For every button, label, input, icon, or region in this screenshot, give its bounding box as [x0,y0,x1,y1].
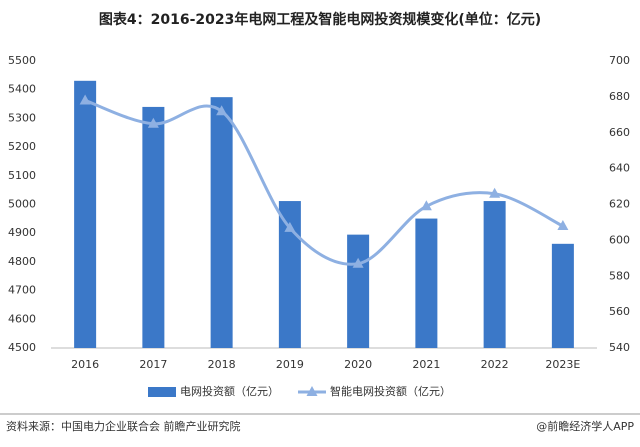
line [84,99,564,266]
y-tick-label: 4600 [8,312,36,325]
marker [147,117,159,128]
y2-tick-label: 540 [609,341,630,354]
bar [74,80,97,348]
y-tick-label: 5500 [8,54,36,67]
source: 资料来源：中国电力企业联合会 前瞻产业研究院 [6,419,241,433]
marker [557,220,569,231]
legend-marker [306,386,318,396]
y-tick-label: 5400 [8,83,36,96]
chart-title: 图表4：2016-2023年电网工程及智能电网投资规模变化(单位：亿元) [99,11,541,28]
marker [284,221,296,232]
marker [489,187,501,198]
y-tick-label: 4700 [8,284,36,297]
y2-tick-label: 640 [609,162,630,175]
bar [415,218,438,348]
x-tick-label: 2017 [139,358,167,371]
y-tick-label: 5300 [8,111,36,124]
marker [79,94,91,105]
y2-tick-label: 580 [609,269,630,282]
y-tick-label: 5000 [8,198,36,211]
y2-tick-label: 700 [609,54,630,67]
x-tick-label: 2020 [344,358,372,371]
bar [142,106,165,348]
y-tick-label: 4500 [8,341,36,354]
marker [352,257,364,268]
legend-label: 电网投资额（亿元） [180,384,279,398]
y-tick-label: 5200 [8,140,36,153]
y-tick-label: 5100 [8,169,36,182]
bar [210,97,233,348]
credit: @前瞻经济学人APP [536,419,634,433]
x-tick-label: 2023E [545,358,580,371]
y-tick-label: 4900 [8,226,36,239]
y2-tick-label: 660 [609,126,630,139]
bar [483,201,506,348]
legend-swatch [148,387,176,397]
legend-label: 智能电网投资额（亿元） [330,384,451,398]
bar [347,234,370,348]
bar [278,201,301,348]
y-tick-label: 4800 [8,255,36,268]
y2-tick-label: 600 [609,233,630,246]
bar [551,243,574,348]
marker [420,200,432,211]
x-tick-label: 2018 [208,358,236,371]
y2-tick-label: 560 [609,305,630,318]
x-tick-label: 2019 [276,358,304,371]
y2-tick-label: 680 [609,90,630,103]
marker [216,105,228,116]
x-tick-label: 2022 [481,358,509,371]
x-tick-label: 2021 [412,358,440,371]
y2-tick-label: 620 [609,198,630,211]
x-tick-label: 2016 [71,358,99,371]
